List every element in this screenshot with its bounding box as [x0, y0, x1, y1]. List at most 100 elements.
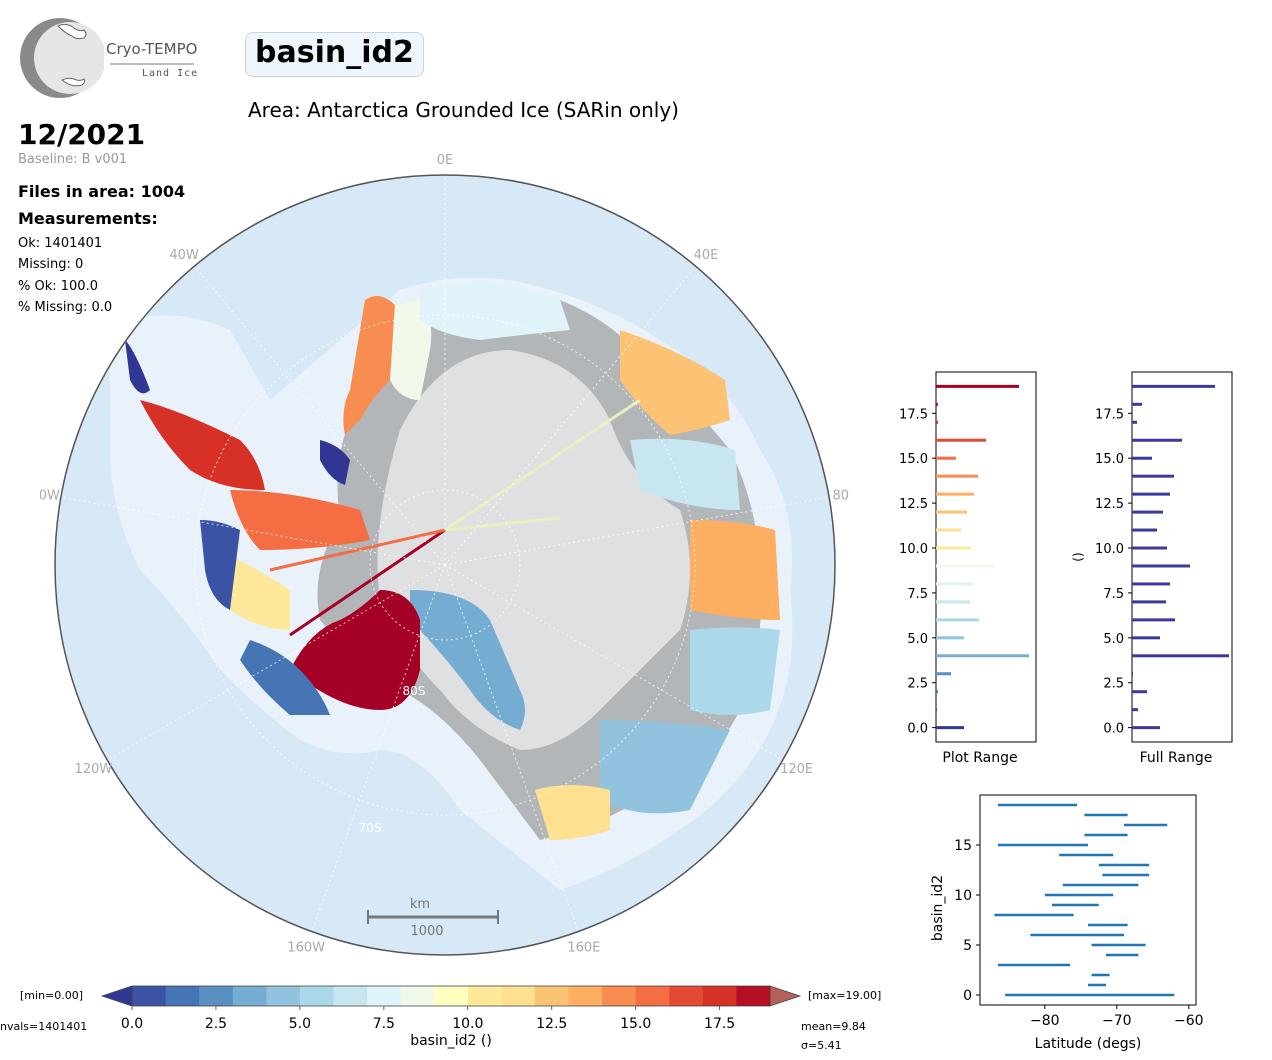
histogram-bar [1132, 510, 1163, 514]
scale-bar: km 1000 [367, 897, 499, 939]
colorbar-cell [467, 986, 502, 1006]
basin-patch [630, 438, 740, 510]
area-label: Area: Antarctica Grounded Ice (SARin onl… [248, 98, 679, 122]
scale-unit: km [410, 897, 430, 912]
y-tick-label: 10.0 [1095, 542, 1124, 557]
longitude-label: 40W [169, 248, 199, 263]
latitude-circle [194, 314, 696, 816]
colorbar-cell [434, 986, 469, 1006]
basin-patch [230, 490, 370, 550]
histogram-bar [1132, 690, 1147, 694]
x-axis-label: Latitude (degs) [1035, 1036, 1142, 1052]
colorbar-min-arrow [100, 985, 133, 1007]
longitude-line [107, 564, 446, 761]
colorbar-tick-label: 15.0 [620, 1016, 651, 1032]
polar-map: 0E 40E 80E 120E 160E 160W 120W 80W 40W 80S 70S km… [40, 153, 850, 956]
basin-patch [420, 280, 570, 340]
histogram-bar [936, 600, 970, 604]
baseline-label: Baseline: B v001 [18, 152, 128, 167]
histogram-bar [936, 726, 964, 730]
y-tick-label: 12.5 [899, 497, 928, 512]
plot-range-histogram: 0.0 2.5 5.0 7.5 10.0 12.5 15.0 17.5 Plot Range [899, 371, 1037, 766]
colorbar-cell [501, 986, 536, 1006]
colorbar-cell [669, 986, 704, 1006]
colorbar-cell [568, 986, 603, 1006]
basin-patch [620, 330, 730, 435]
longitude-labels: 0E 40E 80E 120E 160E 160W 120W 80W 40W [40, 153, 850, 956]
logo-subtitle: Land Ice [142, 68, 199, 79]
longitude-line [311, 564, 446, 932]
histogram-bar [1132, 672, 1133, 676]
histogram-bar [936, 636, 964, 640]
colorbar-max-label: [max=19.00] [808, 989, 881, 1002]
colorbar-cell [534, 986, 570, 1006]
y-tick-label: 15.0 [1095, 452, 1124, 467]
colorbar-cell [400, 986, 435, 1006]
y-tick-label: 15.0 [899, 452, 928, 467]
axes-frame [979, 794, 1197, 1006]
basin-patch [535, 785, 610, 840]
axes-frame [935, 371, 1037, 743]
histogram-bar [936, 510, 967, 514]
histogram-bar [1132, 384, 1215, 388]
colorbar-sigma-label: σ=5.41 [801, 1039, 842, 1052]
histogram-bar [936, 618, 979, 622]
histogram-bar [936, 402, 938, 406]
colorbar-cell [702, 986, 737, 1006]
y-axis-label: () [1071, 552, 1085, 561]
date-label: 12/2021 [18, 118, 146, 151]
latitude-range-chart: −80 −70 −60 0 5 10 15 Latitude (degs) basin_id2 [930, 794, 1204, 1052]
colorbar-cell [165, 986, 200, 1006]
y-tick-label: 5.0 [907, 632, 928, 647]
y-axis-label: basin_id2 [930, 875, 946, 941]
crescent-logo-icon [20, 18, 106, 98]
y-tick-label: 12.5 [1095, 497, 1124, 512]
histogram-bar [1132, 618, 1175, 622]
scale-value: 1000 [410, 924, 443, 939]
y-tick-label: 0.0 [907, 722, 928, 737]
histogram-bar [1132, 708, 1138, 712]
basin-patch [390, 300, 432, 400]
longitude-label: 120E [780, 762, 813, 777]
histogram-bar [1132, 600, 1166, 604]
colorbar: [min=0.00] [max=19.00] nvals=1401401 mea… [0, 985, 881, 1052]
y-tick-label: 7.5 [907, 587, 928, 602]
colorbar-tick-label: 0.0 [121, 1016, 143, 1032]
histogram-bar [936, 690, 938, 694]
page-title: basin_id2 [245, 32, 424, 77]
track-line [269, 528, 446, 572]
track-line [289, 528, 446, 637]
colorbar-cell [132, 986, 167, 1006]
colorbar-frame [131, 985, 771, 1007]
basin-patch [690, 520, 780, 620]
basin-patch [290, 590, 420, 710]
histogram-bar [1132, 582, 1170, 586]
x-tick-label: −70 [1102, 1013, 1132, 1029]
cryo-tempo-logo: Cryo-TEMPO Land Ice [18, 16, 208, 100]
latitude-labels: 80S 70S [359, 684, 426, 835]
x-tick-label: −80 [1030, 1013, 1060, 1029]
colorbar-cell [199, 986, 234, 1006]
colorbar-mean-label: mean=9.84 [801, 1020, 866, 1033]
y-tick-label: 2.5 [907, 677, 928, 692]
histogram-bar [1132, 420, 1137, 424]
longitude-label: 40E [694, 248, 719, 263]
logo-divider [110, 63, 194, 65]
colorbar-cell [232, 986, 267, 1006]
basin-patch [410, 590, 525, 730]
colorbar-tick-label: 7.5 [373, 1016, 395, 1032]
histogram-bar [936, 708, 937, 712]
colorbar-cell [266, 986, 301, 1006]
basin-patch [600, 720, 730, 814]
stat-missing: Missing: 0 [18, 257, 84, 272]
basin-patch [200, 520, 240, 610]
latitude-label: 70S [359, 821, 382, 835]
stat-pct-missing: % Missing: 0.0 [18, 300, 113, 315]
track-line [444, 398, 641, 532]
histogram-bar [1132, 636, 1160, 640]
histogram-bar [1132, 456, 1152, 460]
histogram-bar [936, 582, 974, 586]
histogram-bar [936, 672, 951, 676]
longitude-label: 80E [832, 488, 850, 503]
colorbar-tick-label: 10.0 [452, 1016, 483, 1032]
